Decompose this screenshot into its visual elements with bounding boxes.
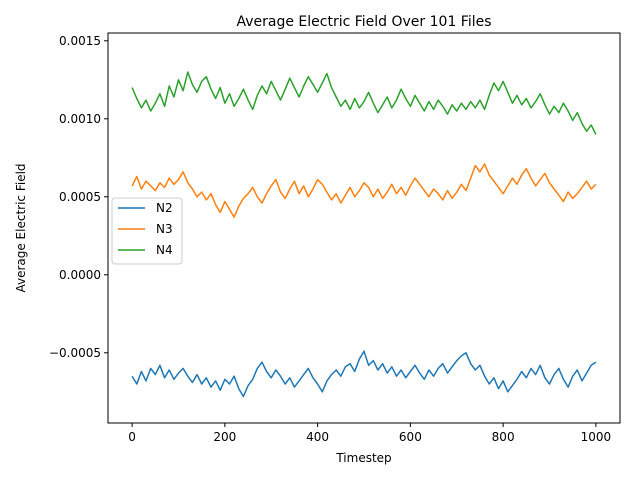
x-tick-label: 400 [306,430,329,444]
y-tick-label: 0.0010 [59,112,101,126]
chart-title: Average Electric Field Over 101 Files [236,14,491,30]
y-tick-label: −0.0005 [49,346,101,360]
series-line-n4 [131,71,597,135]
x-tick-label: 800 [492,430,515,444]
x-tick-label: 1000 [581,430,612,444]
x-tick-label: 0 [128,430,136,444]
y-axis-label: Average Electric Field [14,163,28,292]
x-tick-label: 200 [213,430,236,444]
y-tick-label: 0.0000 [59,268,101,282]
x-axis-label: Timestep [335,451,391,465]
legend-frame [111,197,183,265]
legend: N2 N3 N4 [111,197,183,265]
x-tick-label: 600 [399,430,422,444]
x-axis: 0 200 400 600 800 1000 [128,423,611,444]
legend-label-n3: N3 [156,222,173,236]
legend-label-n2: N2 [156,201,173,215]
y-tick-label: 0.0015 [59,34,101,48]
y-axis: −0.0005 0.0000 0.0005 0.0010 0.0015 [49,34,108,360]
plot-frame [107,32,621,424]
series-line-n2 [131,350,597,398]
legend-label-n4: N4 [156,243,173,257]
y-tick-label: 0.0005 [59,190,101,204]
plot-lines [131,71,597,398]
series-line-n3 [131,163,597,218]
